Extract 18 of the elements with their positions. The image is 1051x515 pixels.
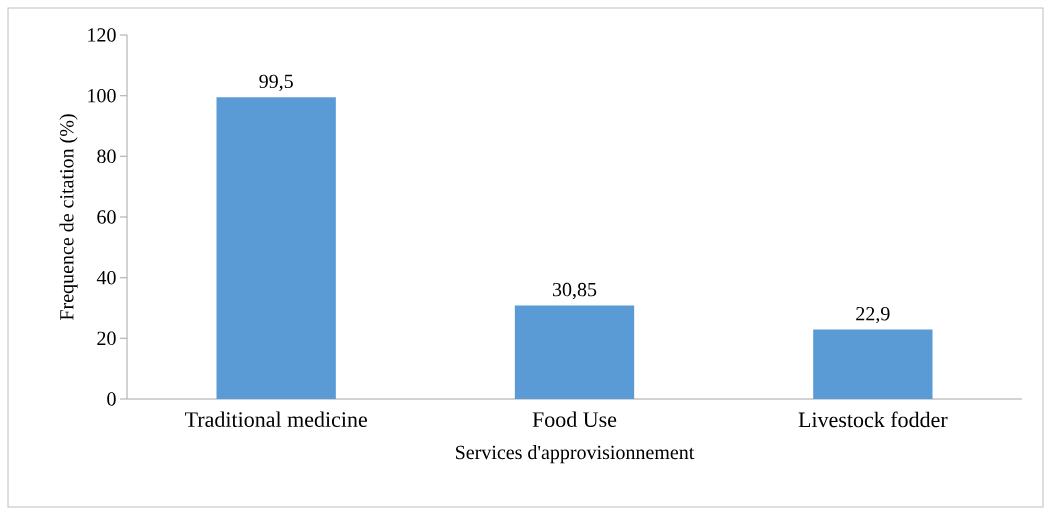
y-tick-label: 40 — [96, 270, 116, 285]
y-tick-label: 80 — [97, 149, 116, 164]
y-axis-title: Frequence de citation (%) — [59, 114, 78, 320]
bar — [813, 329, 933, 399]
y-tick-label: 100 — [88, 88, 116, 103]
data-label: 99,5 — [259, 74, 293, 91]
y-tick-label: 60 — [97, 210, 116, 224]
x-axis-title: Services d'approvisionnement — [456, 445, 695, 464]
y-tick-label: 0 — [107, 392, 116, 406]
bar — [514, 305, 635, 399]
x-tick-label: Food Use — [532, 411, 617, 428]
data-label: 22,9 — [856, 307, 890, 324]
y-tick-label: 20 — [97, 331, 116, 346]
bar — [216, 97, 336, 399]
data-label: 30,85 — [552, 282, 597, 300]
x-tick-label: Livestock fodder — [798, 411, 948, 428]
y-tick-label: 120 — [88, 28, 116, 42]
x-tick-label: Traditional medicine — [185, 411, 367, 428]
